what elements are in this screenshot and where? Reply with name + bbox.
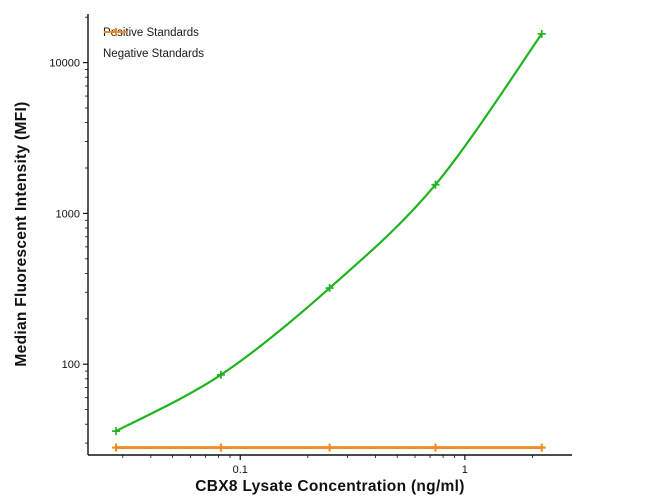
series-line bbox=[114, 32, 543, 433]
legend-label-positive: Positive Standards bbox=[103, 27, 199, 39]
series-negative-standards bbox=[112, 443, 546, 452]
data-point-marker-icon bbox=[216, 370, 225, 379]
y-tick-label: 100 bbox=[62, 359, 80, 371]
legend-label-negative: Negative Standards bbox=[103, 48, 205, 60]
data-point-marker-icon bbox=[431, 443, 440, 452]
data-point-marker-icon bbox=[112, 427, 121, 436]
x-tick-label: 0.1 bbox=[233, 464, 248, 476]
negative-series-marker-icon bbox=[104, 28, 128, 36]
legend-item-negative: Negative Standards bbox=[103, 28, 205, 60]
data-point-marker-icon bbox=[325, 284, 334, 293]
y-axis-title: Median Fluorescent Intensity (MFI) bbox=[13, 101, 30, 367]
data-point-marker-icon bbox=[112, 443, 121, 452]
data-point-marker-icon bbox=[537, 443, 546, 452]
data-point-marker-icon bbox=[325, 443, 334, 452]
ticks bbox=[83, 16, 533, 460]
y-tick-label: 10000 bbox=[49, 58, 80, 70]
x-tick-label: 1 bbox=[462, 464, 468, 476]
tick-labels: 0.1 1 100 1000 10000 bbox=[49, 58, 467, 476]
axes bbox=[87, 14, 572, 456]
legend: Positive Standards Negative Standards bbox=[103, 27, 204, 60]
data-point-marker-icon bbox=[431, 180, 440, 189]
data-point-marker-icon bbox=[216, 443, 225, 452]
data-point-marker-icon bbox=[537, 29, 546, 38]
x-axis-title: CBX8 Lysate Concentration (ng/ml) bbox=[195, 478, 465, 495]
series-positive-standards bbox=[112, 29, 546, 436]
y-tick-label: 1000 bbox=[56, 208, 80, 220]
